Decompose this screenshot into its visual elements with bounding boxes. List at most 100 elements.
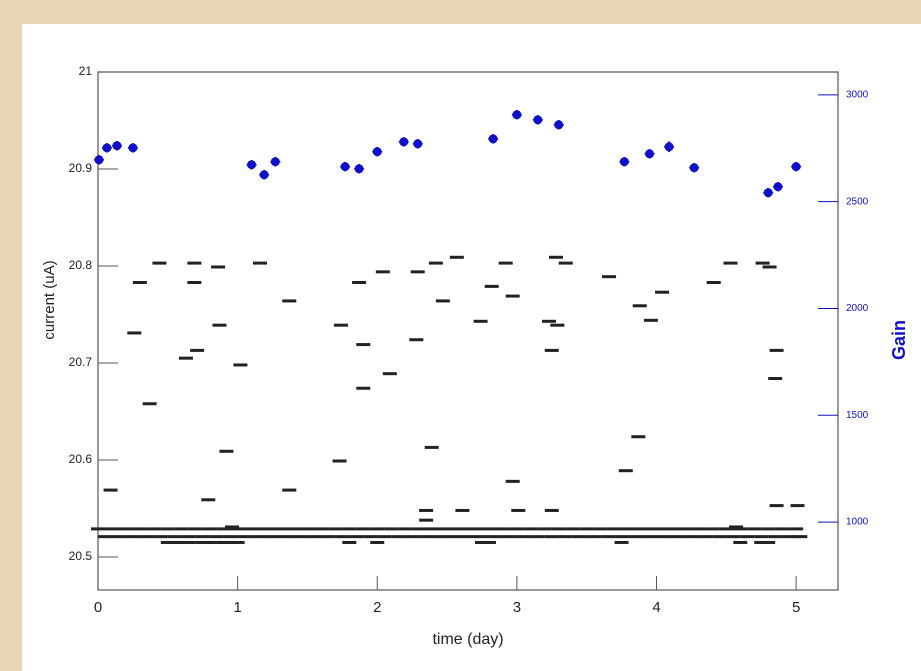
point — [259, 170, 269, 180]
y2-tick-label: 2500 — [846, 196, 869, 207]
point — [97, 535, 112, 539]
point — [300, 527, 315, 531]
point — [558, 261, 573, 265]
point — [689, 163, 699, 173]
point — [579, 527, 594, 531]
point — [586, 535, 601, 539]
point — [252, 261, 267, 265]
point — [488, 535, 503, 539]
point — [455, 508, 470, 512]
point — [551, 527, 566, 531]
point — [440, 527, 455, 531]
point — [413, 139, 423, 149]
point — [328, 527, 343, 531]
point — [530, 535, 545, 539]
point — [356, 527, 371, 531]
point — [202, 527, 217, 531]
point — [258, 527, 273, 531]
point — [481, 527, 496, 531]
point — [286, 527, 301, 531]
point — [761, 527, 776, 531]
point — [533, 115, 543, 125]
point — [645, 149, 655, 159]
point — [94, 155, 104, 165]
point — [307, 535, 322, 539]
point — [512, 110, 522, 120]
point — [691, 527, 706, 531]
frame — [97, 71, 839, 591]
point — [663, 527, 678, 531]
point — [142, 402, 157, 406]
point — [282, 299, 297, 303]
point — [761, 540, 776, 544]
point — [399, 137, 409, 147]
point — [628, 535, 643, 539]
point — [152, 261, 167, 265]
point — [664, 142, 674, 152]
y-tick-label: 20.5 — [69, 549, 93, 563]
point — [723, 261, 738, 265]
point — [178, 356, 193, 360]
point — [602, 275, 617, 279]
point — [139, 535, 154, 539]
point — [410, 270, 425, 274]
point — [706, 280, 721, 284]
point — [554, 120, 564, 130]
point — [642, 535, 657, 539]
point — [769, 504, 784, 508]
point — [104, 527, 119, 531]
point — [769, 348, 784, 352]
x-tick-label: 0 — [94, 599, 102, 616]
point — [187, 280, 202, 284]
point — [349, 535, 364, 539]
point — [342, 540, 357, 544]
x-axis-title: time (day) — [432, 631, 503, 648]
point — [279, 535, 294, 539]
point — [484, 284, 499, 288]
point — [370, 527, 385, 531]
point — [775, 527, 790, 531]
y2-tick-label: 1000 — [846, 517, 869, 528]
point — [474, 535, 489, 539]
point — [160, 527, 175, 531]
point — [643, 318, 658, 322]
point — [293, 535, 308, 539]
point — [618, 469, 633, 473]
y2-axis-title: Gain — [889, 320, 909, 360]
point — [216, 527, 231, 531]
y2-tick-label: 3000 — [846, 89, 869, 100]
point — [747, 527, 762, 531]
point — [333, 323, 348, 327]
x-tick-label: 4 — [652, 599, 660, 616]
point — [790, 504, 805, 508]
point — [631, 435, 646, 439]
point — [754, 535, 769, 539]
point — [111, 535, 126, 539]
point — [632, 304, 647, 308]
point — [768, 377, 783, 381]
point — [314, 527, 329, 531]
point — [181, 540, 196, 544]
point — [187, 261, 202, 265]
point — [272, 527, 287, 531]
point — [265, 535, 280, 539]
point — [102, 143, 112, 153]
point — [181, 535, 196, 539]
point — [593, 527, 608, 531]
point — [544, 508, 559, 512]
point — [91, 527, 105, 531]
point — [656, 535, 671, 539]
point — [356, 386, 371, 390]
point — [282, 488, 297, 492]
point — [223, 535, 238, 539]
point — [426, 527, 441, 531]
point — [488, 134, 498, 144]
y-tick-label: 20.8 — [69, 258, 93, 272]
point — [128, 143, 138, 153]
point — [782, 535, 797, 539]
point — [212, 323, 227, 327]
y-tick-label: 21 — [79, 64, 93, 78]
point — [244, 527, 259, 531]
y-axis-title: current (uA) — [41, 260, 58, 339]
point — [773, 182, 783, 192]
